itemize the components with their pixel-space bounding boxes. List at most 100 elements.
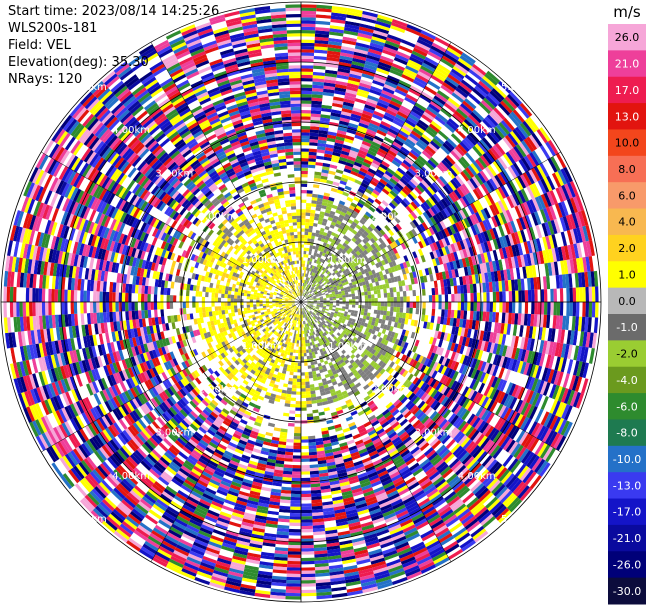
range-gate xyxy=(327,288,331,292)
range-gate xyxy=(296,343,299,347)
range-gate xyxy=(334,142,344,148)
range-gate xyxy=(316,278,320,283)
range-gate xyxy=(420,231,427,240)
range-gate xyxy=(354,134,365,141)
range-gate xyxy=(467,149,478,162)
range-gate xyxy=(360,270,366,275)
range-gate xyxy=(404,157,414,166)
range-gate xyxy=(361,291,365,296)
range-gate xyxy=(497,80,512,94)
range-gate xyxy=(555,274,560,289)
range-gate xyxy=(293,439,301,443)
range-gate xyxy=(561,315,567,330)
range-gate xyxy=(453,89,467,101)
range-gate xyxy=(355,245,361,251)
range-gate xyxy=(435,272,441,281)
range-gate xyxy=(450,309,455,319)
range-gate xyxy=(319,304,324,306)
range-gate xyxy=(361,281,366,286)
range-gate xyxy=(305,218,310,223)
range-gate xyxy=(370,260,376,266)
range-gate xyxy=(324,278,329,282)
range-gate xyxy=(462,76,477,89)
range-gate xyxy=(545,249,551,263)
range-gate xyxy=(312,279,315,284)
range-gate xyxy=(356,35,372,43)
range-gate xyxy=(437,256,444,265)
range-gate xyxy=(461,139,473,150)
range-gate xyxy=(466,216,474,227)
range-gate xyxy=(416,302,420,309)
range-gate xyxy=(287,551,301,555)
range-gate xyxy=(340,280,345,284)
range-gate xyxy=(365,57,380,65)
range-gate xyxy=(305,378,310,382)
range-gate xyxy=(414,257,420,265)
range-gate xyxy=(419,33,435,43)
range-gate xyxy=(303,343,306,347)
range-gate xyxy=(421,114,433,124)
range-gate xyxy=(426,236,433,245)
range-gate xyxy=(325,66,339,72)
range-gate xyxy=(477,157,488,169)
range-gate xyxy=(307,257,311,262)
range-gate xyxy=(488,111,501,125)
range-gate xyxy=(432,214,440,224)
range-gate xyxy=(372,189,380,196)
range-gate xyxy=(350,146,360,153)
range-gate xyxy=(535,224,543,239)
range-gate xyxy=(384,80,398,89)
range-gate xyxy=(305,212,311,217)
range-gate xyxy=(310,290,313,294)
range-gate xyxy=(531,182,541,197)
range-gate xyxy=(429,156,440,167)
range-gate xyxy=(491,281,496,292)
range-gate xyxy=(301,436,309,440)
range-gate xyxy=(301,154,309,159)
range-gate xyxy=(472,145,483,157)
range-gate xyxy=(411,108,423,117)
range-gate xyxy=(302,289,304,293)
range-gate xyxy=(320,278,324,282)
range-gate xyxy=(469,310,474,321)
range-gate xyxy=(301,519,313,523)
range-gate xyxy=(417,240,424,249)
range-gate xyxy=(352,274,357,279)
range-gate xyxy=(353,247,359,253)
range-gate xyxy=(547,139,559,155)
range-gate xyxy=(313,55,327,61)
range-gate xyxy=(348,247,354,253)
range-gate xyxy=(585,224,593,241)
range-gate xyxy=(415,207,423,216)
range-gate xyxy=(338,295,343,298)
range-gate xyxy=(372,235,379,242)
range-gate xyxy=(344,135,355,141)
range-gate xyxy=(495,159,505,172)
range-gate xyxy=(432,233,439,243)
range-gate xyxy=(459,123,471,135)
range-gate xyxy=(464,98,477,110)
range-gate xyxy=(345,302,349,305)
range-gate xyxy=(552,275,557,289)
range-gate xyxy=(526,227,533,241)
range-gate xyxy=(551,172,562,188)
range-gate xyxy=(437,189,446,199)
range-gate xyxy=(291,474,301,478)
range-gate xyxy=(483,97,496,110)
range-gate xyxy=(312,245,316,250)
range-gate xyxy=(379,178,388,186)
range-gate xyxy=(342,144,352,150)
range-gate xyxy=(315,20,331,26)
range-gate xyxy=(495,281,500,292)
range-gate xyxy=(315,27,330,32)
range-gate xyxy=(349,149,359,156)
range-gate xyxy=(307,277,311,282)
range-gate xyxy=(483,230,490,242)
range-gate xyxy=(412,251,418,259)
range-gate xyxy=(522,215,530,229)
range-gate xyxy=(414,102,427,112)
range-gate xyxy=(510,256,516,269)
range-gate xyxy=(371,141,381,149)
range-gate xyxy=(328,41,343,46)
range-gate xyxy=(308,158,317,162)
